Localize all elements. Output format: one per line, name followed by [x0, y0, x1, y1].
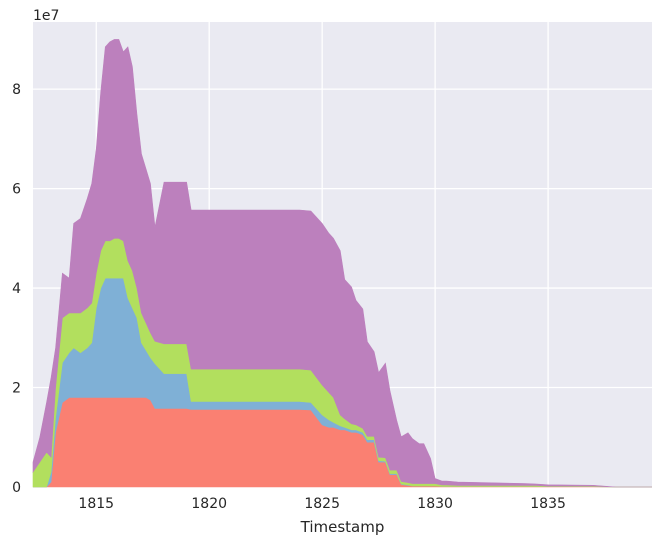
- x-tick-label: 1825: [304, 496, 340, 512]
- y-tick-labels: 0 2 4 6 8: [12, 82, 21, 496]
- y-tick-label: 8: [12, 82, 21, 98]
- y-tick-label: 0: [12, 480, 21, 496]
- y-tick-label: 6: [12, 182, 21, 198]
- area-series-4: [32, 39, 652, 488]
- x-tick-labels: 1815 1820 1825 1830 1835: [78, 496, 565, 512]
- y-tick-label: 2: [12, 381, 21, 397]
- y-offset-label: 1e7: [33, 8, 59, 24]
- x-tick-label: 1835: [530, 496, 566, 512]
- x-tick-label: 1830: [417, 496, 453, 512]
- series-areas: [32, 39, 652, 488]
- x-axis-title: Timestamp: [300, 518, 385, 536]
- x-tick-label: 1820: [191, 496, 227, 512]
- x-tick-label: 1815: [78, 496, 114, 512]
- y-tick-label: 4: [12, 281, 21, 297]
